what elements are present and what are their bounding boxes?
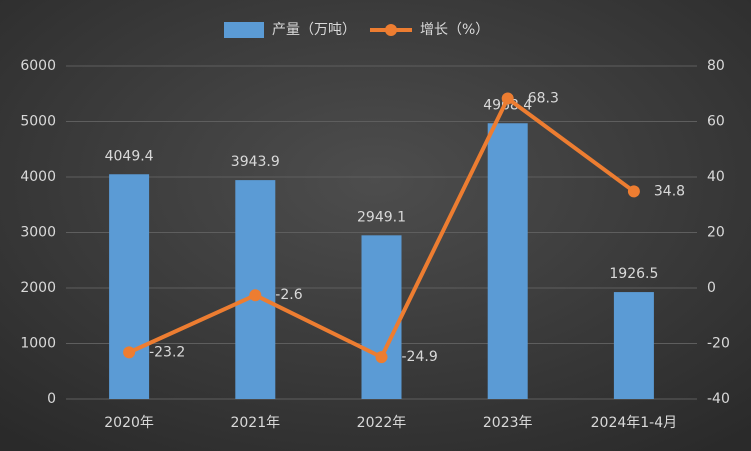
x-tick-label: 2023年: [483, 415, 533, 431]
y-tick-label: 2000: [20, 280, 56, 296]
y-tick-label: 3000: [20, 225, 56, 241]
y2-tick-label: -40: [707, 391, 730, 407]
line-marker: [501, 92, 514, 105]
bar: [109, 174, 150, 399]
legend-label: 增长（%）: [420, 22, 489, 38]
line-marker: [249, 289, 262, 302]
y2-tick-label: 80: [707, 58, 725, 74]
bar: [361, 235, 402, 399]
line-value-label: 34.8: [654, 183, 685, 199]
y-tick-label: 1000: [20, 336, 56, 352]
x-tick-label: 2020年: [104, 415, 154, 431]
y-tick-label: 5000: [20, 114, 56, 130]
line-marker: [375, 351, 388, 364]
bar-value-label: 3943.9: [231, 154, 280, 170]
y-tick-label: 0: [47, 391, 56, 407]
bar-value-label: 2949.1: [357, 209, 406, 225]
legend-marker: [385, 24, 397, 36]
y2-tick-label: 0: [707, 280, 716, 296]
y2-tick-label: 60: [707, 114, 725, 130]
line-marker: [123, 346, 136, 359]
bar: [487, 123, 528, 400]
bar-value-label: 1926.5: [609, 266, 658, 282]
x-tick-label: 2022年: [357, 415, 407, 431]
line-value-label: -23.2: [149, 344, 185, 360]
y2-tick-label: -20: [707, 336, 730, 352]
line-value-label: -24.9: [402, 349, 438, 365]
y2-tick-label: 20: [707, 225, 725, 241]
y-tick-label: 4000: [20, 169, 56, 185]
bar: [613, 292, 654, 399]
legend-label: 产量（万吨）: [272, 22, 356, 38]
bar-value-label: 4049.4: [105, 148, 154, 164]
x-tick-label: 2021年: [230, 415, 280, 431]
y-tick-label: 6000: [20, 58, 56, 74]
x-tick-label: 2024年1-4月: [591, 415, 678, 431]
line-marker: [627, 185, 640, 198]
line-value-label: 68.3: [528, 90, 559, 106]
legend-swatch: [224, 22, 264, 38]
line-value-label: -2.6: [275, 287, 302, 303]
y2-tick-label: 40: [707, 169, 725, 185]
